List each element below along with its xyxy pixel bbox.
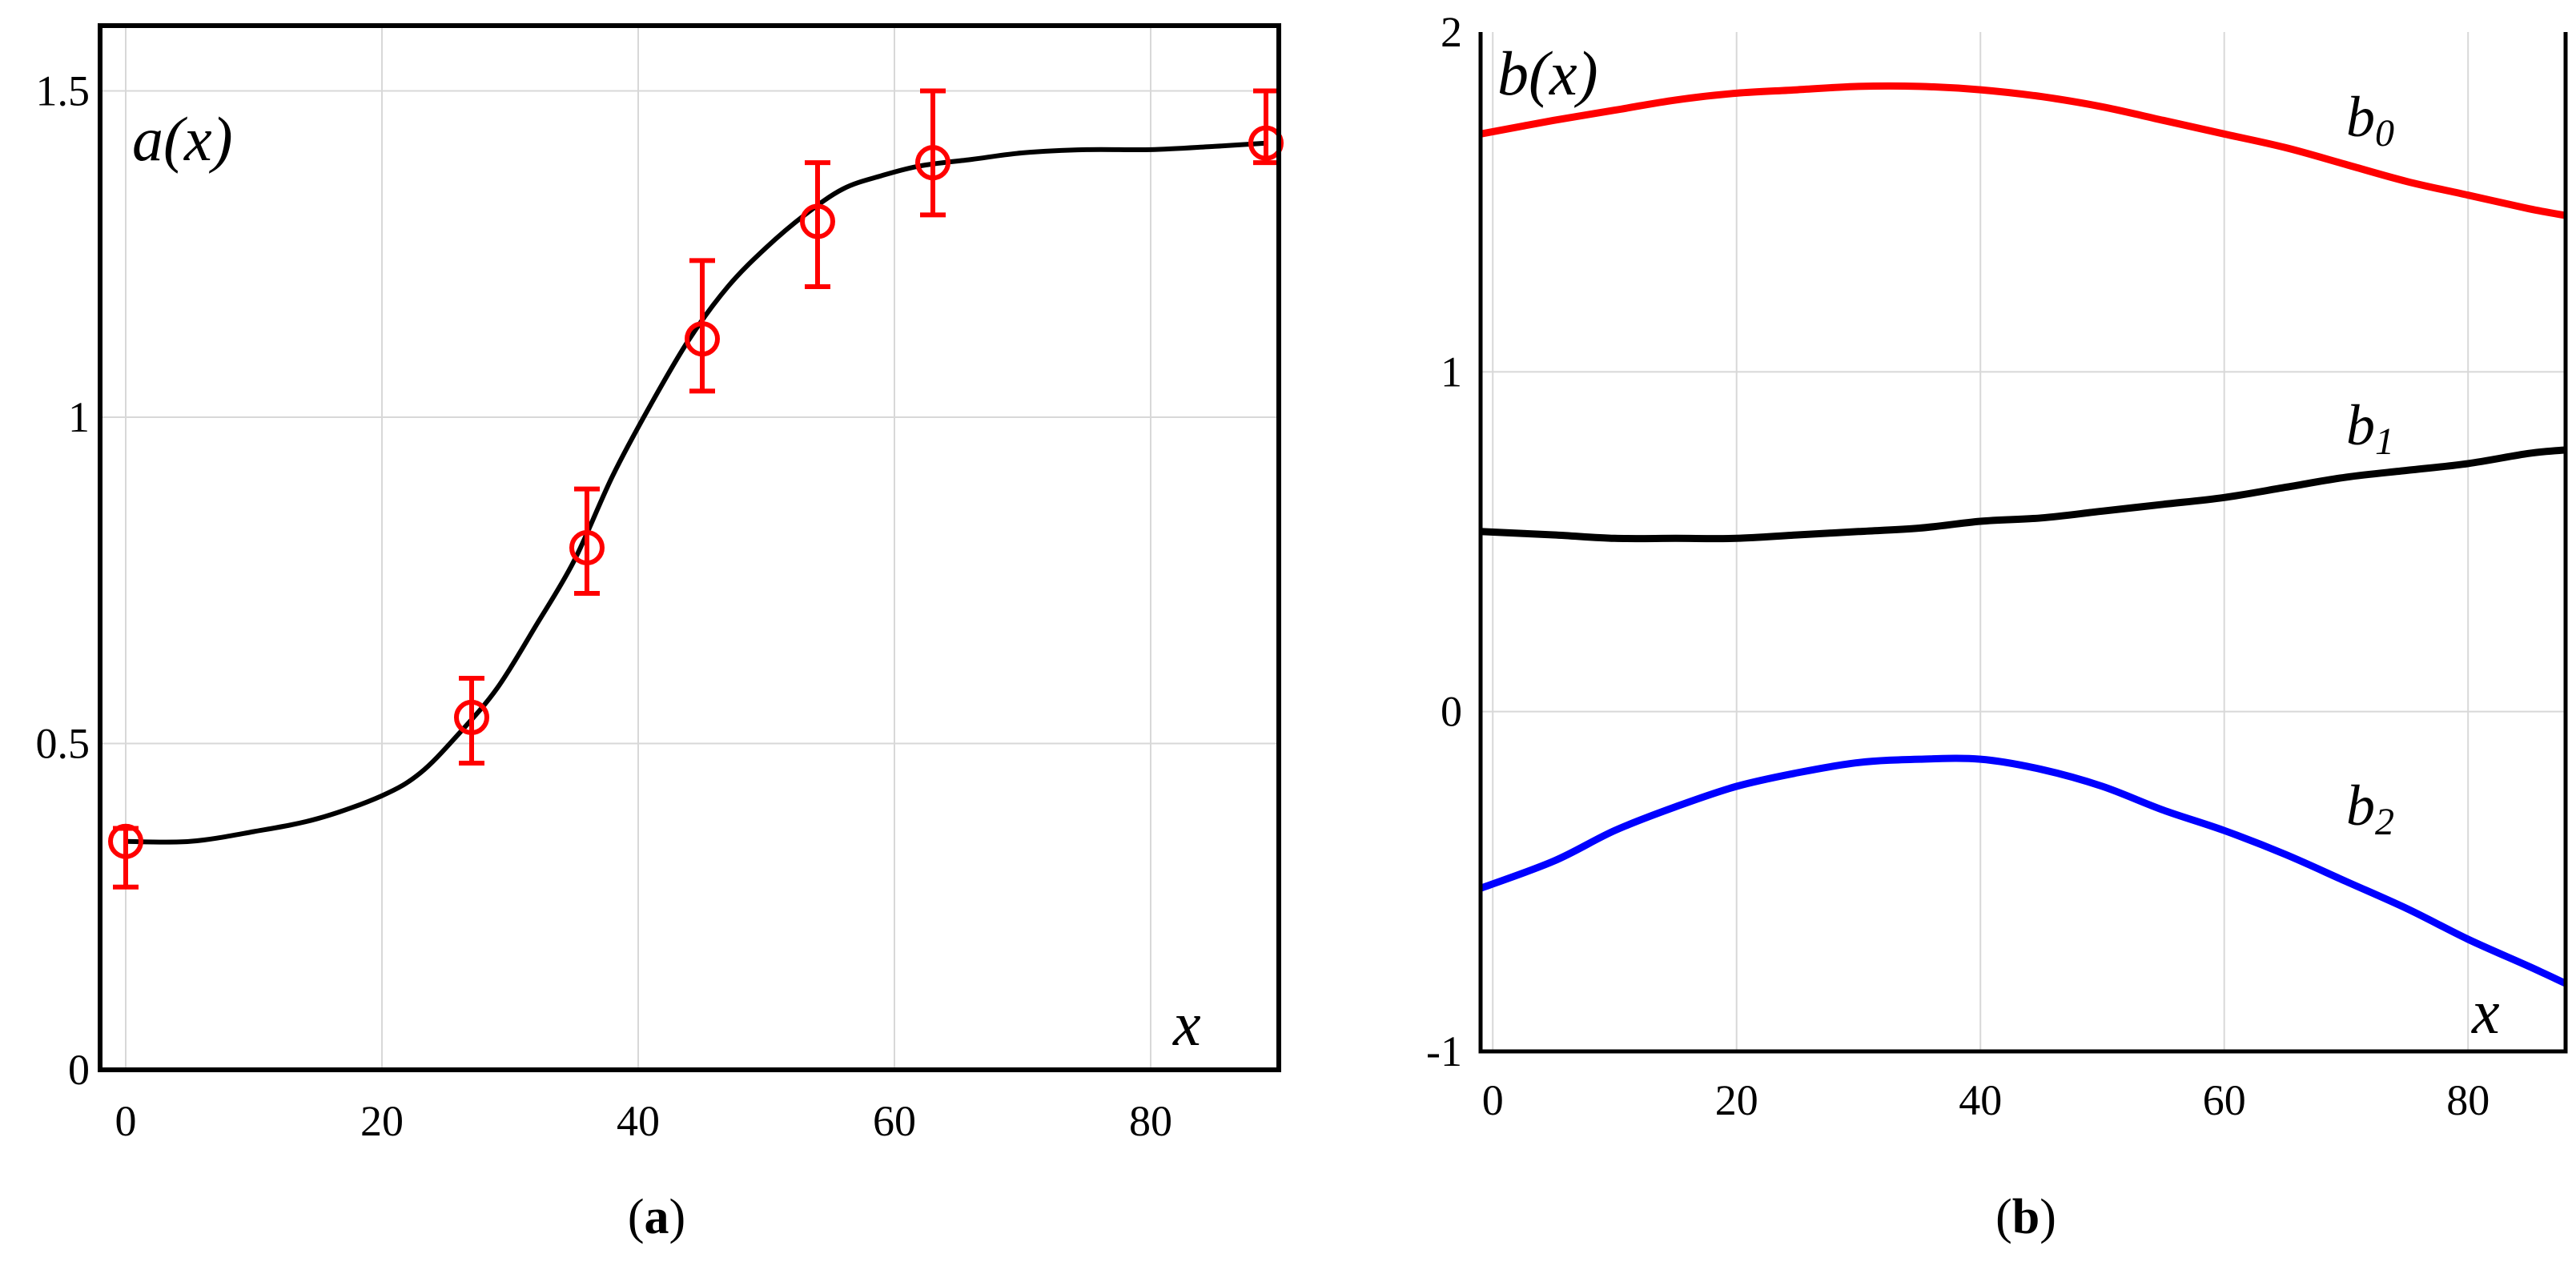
panel-label-a: (a)	[628, 1190, 685, 1244]
x-tick-label: 40	[617, 1097, 660, 1145]
x-tick-labels-b: 0 20 40 60 80	[1482, 1076, 2490, 1124]
curve-label-b0-main: b	[2346, 85, 2375, 149]
y-tick-label: 0	[1441, 688, 1462, 736]
y-tick-label: 2	[1441, 8, 1462, 56]
y-tick-label: -1	[1426, 1027, 1462, 1075]
x-tick-label: 0	[115, 1097, 137, 1145]
data-point-marker	[915, 145, 950, 181]
x-tick-label: 80	[1129, 1097, 1172, 1145]
series-line-b0	[1480, 82, 2566, 219]
plot-frame-b	[1478, 32, 2568, 1054]
curve-label-b1-sub: 1	[2375, 420, 2394, 463]
y-axis-label-a: a(x)	[132, 104, 233, 174]
data-point-marker	[454, 699, 489, 735]
x-axis-label-b: x	[2471, 977, 2500, 1047]
data-point-marker	[685, 321, 720, 357]
curve-label-b2-main: b	[2346, 774, 2375, 838]
grid-a	[100, 26, 1279, 1070]
curve-label-b1: b1	[2346, 393, 2394, 463]
curve-label-b0: b0	[2346, 85, 2394, 155]
x-tick-label: 60	[2203, 1076, 2246, 1124]
curve-label-b1-main: b	[2346, 393, 2375, 457]
y-tick-labels-a: 0 0.5 1 1.5	[36, 67, 90, 1095]
plot-frame-a	[98, 23, 1281, 1072]
x-tick-label: 20	[360, 1097, 404, 1145]
y-tick-label: 0.5	[36, 720, 90, 768]
data-point-marker	[800, 203, 835, 239]
x-tick-label: 40	[1959, 1076, 2002, 1124]
panel-letter-a: a	[645, 1190, 669, 1244]
series-line-b2	[1479, 754, 2567, 987]
curve-label-b2: b2	[2346, 774, 2394, 843]
data-point-marker	[108, 823, 143, 859]
y-tick-label: 0	[68, 1046, 90, 1094]
series-line-fit	[125, 140, 1267, 845]
y-tick-label: 1	[68, 393, 90, 441]
data-point-marker	[569, 530, 605, 565]
y-tick-label: 1	[1441, 348, 1462, 396]
series-line-b1	[1480, 446, 2566, 543]
x-tick-label: 20	[1715, 1076, 1758, 1124]
curves-b	[1479, 82, 2567, 987]
panel-letter-b: b	[2012, 1190, 2040, 1244]
curve-label-b0-sub: 0	[2375, 112, 2394, 155]
x-tick-label: 80	[2446, 1076, 2490, 1124]
y-tick-label: 1.5	[36, 67, 90, 115]
x-tick-label: 60	[873, 1097, 916, 1145]
x-axis-label-a: x	[1172, 989, 1201, 1059]
panel-a: 0 20 40 60 80 0 0.5 1 1.5 a(x) x (a)	[36, 23, 1284, 1244]
y-axis-label-b: b(x)	[1497, 38, 1598, 108]
x-tick-label: 0	[1482, 1076, 1504, 1124]
y-tick-labels-b: -1 0 1 2	[1426, 8, 1462, 1075]
curve-label-b2-sub: 2	[2375, 801, 2394, 843]
markers-a	[108, 88, 1284, 890]
x-tick-labels-a: 0 20 40 60 80	[115, 1097, 1173, 1145]
panel-label-b: (b)	[1995, 1190, 2056, 1244]
curves-a	[125, 140, 1267, 845]
